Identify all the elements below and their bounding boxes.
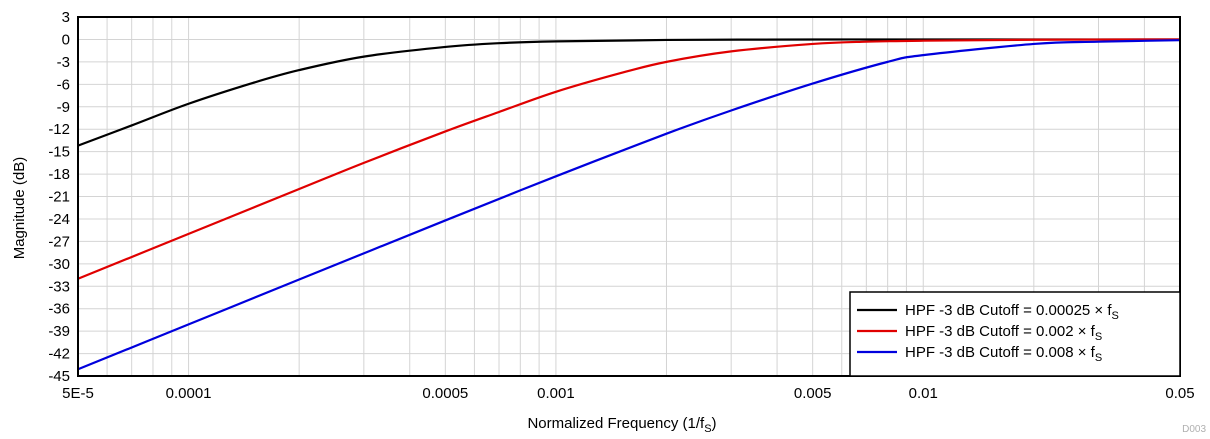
y-tick-label: -42: [48, 346, 70, 363]
x-tick-label: 0.0005: [422, 385, 468, 402]
x-tick-label: 0.005: [794, 385, 832, 402]
y-tick-label: -33: [48, 278, 70, 295]
series-line-2: [77, 38, 1181, 280]
y-tick-label: -45: [48, 368, 70, 385]
y-tick-label: -18: [48, 166, 70, 183]
y-tick-label: -6: [57, 76, 70, 93]
y-axis-title: Magnitude (dB): [11, 157, 28, 260]
y-tick-label: -21: [48, 189, 70, 206]
legend-label: HPF -3 dB Cutoff = 0.008 × fS: [905, 344, 1102, 364]
y-tick-labels: 3 0 -3 -6 -9 -12 -15 -18 -21 -24 -27 -30 -33 -36 -39 -4…: [48, 9, 70, 385]
y-tick-label: 0: [62, 31, 70, 48]
y-tick-label: -24: [48, 211, 70, 228]
x-tick-labels: 5E-5 0.0001 0.0005 0.001 0.005 0.01 0.05: [62, 385, 1194, 402]
series-line-3: [77, 39, 1181, 371]
y-tick-label: -36: [48, 301, 70, 318]
curve-layer: [77, 38, 1181, 371]
x-tick-label: 0.0001: [166, 385, 212, 402]
y-tick-label: -39: [48, 323, 70, 340]
x-tick-label: 5E-5: [62, 385, 94, 402]
plot-frame: [77, 16, 1181, 377]
y-tick-label: -30: [48, 256, 70, 273]
x-tick-label: 0.001: [537, 385, 575, 402]
y-tick-label: -15: [48, 144, 70, 161]
legend-label: HPF -3 dB Cutoff = 0.00025 × fS: [905, 302, 1119, 322]
y-tick-label: -27: [48, 233, 70, 250]
y-tick-label: 3: [62, 9, 70, 26]
x-tick-label: 0.01: [909, 385, 938, 402]
y-tick-label: -3: [57, 54, 70, 71]
legend-box: [849, 291, 1181, 377]
x-tick-label: 0.05: [1165, 385, 1194, 402]
x-axis-title: Normalized Frequency (1/fS): [527, 415, 716, 434]
y-tick-label: -9: [57, 99, 70, 116]
series-line-1: [77, 38, 1181, 147]
watermark-label: D003: [1182, 424, 1206, 434]
y-tick-label: -12: [48, 121, 70, 138]
legend-label: HPF -3 dB Cutoff = 0.002 × fS: [905, 323, 1102, 343]
